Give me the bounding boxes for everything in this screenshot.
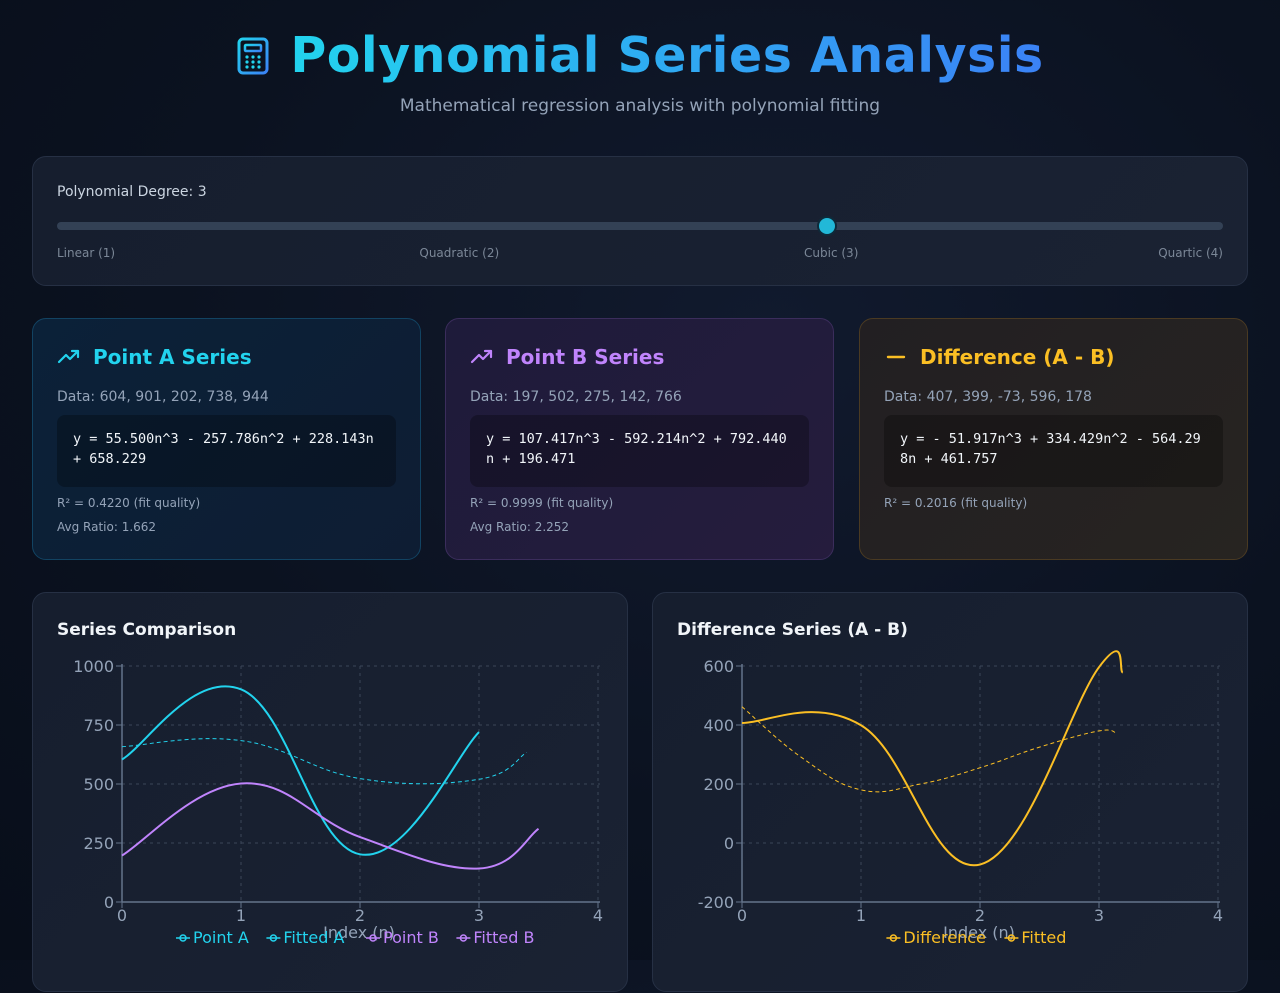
point-b-equation: y = 107.417n^3 - 592.214n^2 + 792.440n +…	[470, 415, 809, 487]
point-b-card: Point B Series Data: 197, 502, 275, 142,…	[445, 318, 834, 560]
x-tick-label: 4	[1213, 906, 1223, 925]
degree-tick-quadratic: Quadratic (2)	[419, 246, 500, 260]
series-line-fitted-b	[121, 782, 539, 870]
series-line-point-b	[121, 782, 540, 870]
title-row: Polynomial Series Analysis	[236, 26, 1043, 86]
difference-header: Difference (A - B)	[884, 345, 1115, 369]
degree-tick-linear: Linear (1)	[57, 246, 116, 260]
point-b-ratio: Avg Ratio: 2.252	[470, 520, 570, 534]
page-subtitle: Mathematical regression analysis with po…	[399, 96, 881, 116]
calculator-icon	[237, 37, 269, 75]
difference-r2: R² = 0.2016 (fit quality)	[884, 496, 1028, 510]
difference-equation: y = - 51.917n^3 + 334.429n^2 - 564.298n …	[884, 415, 1223, 487]
point-a-title: Point A Series	[93, 345, 252, 369]
x-tick-label: 2	[975, 906, 985, 925]
point-a-r2: R² = 0.4220 (fit quality)	[57, 496, 201, 510]
minus-icon	[886, 355, 906, 359]
chart-title: Difference Series (A - B)	[677, 620, 908, 640]
point-b-header: Point B Series	[470, 345, 664, 369]
x-tick-label: 3	[1094, 906, 1104, 925]
legend-marker	[269, 934, 278, 942]
series-line-difference	[741, 650, 1124, 867]
point-b-r2: R² = 0.9999 (fit quality)	[470, 496, 614, 510]
point-a-equation: y = 55.500n^3 - 257.786n^2 + 228.143n + …	[57, 415, 396, 487]
legend-marker	[1007, 934, 1016, 942]
x-tick-label: 4	[593, 906, 603, 925]
y-tick-label: 400	[703, 716, 734, 735]
x-tick-label: 2	[355, 906, 365, 925]
legend-item: Fitted	[1004, 928, 1066, 947]
difference-card: Difference (A - B) Data: 407, 399, -73, …	[859, 318, 1248, 560]
legend-item: Point B	[366, 928, 439, 947]
point-b-title: Point B Series	[506, 345, 665, 369]
series-comparison-panel: Series Comparison 0 1 2 3 4 0 250 500 750 1000 Ind…	[32, 592, 628, 992]
chart-legend: Difference Fitted	[886, 928, 1066, 947]
x-tick-label: 1	[236, 906, 246, 925]
legend-label: Difference	[903, 928, 985, 947]
degree-slider-thumb[interactable]	[818, 218, 835, 234]
legend-item: Fitted A	[266, 928, 345, 947]
x-tick-label: 1	[856, 906, 866, 925]
difference-series-panel: Difference Series (A - B) 0 1 2 3 4 -200 0 200 4…	[652, 592, 1248, 992]
legend-label: Point B	[383, 928, 439, 947]
y-tick-label: 500	[83, 775, 114, 794]
legend-marker	[179, 934, 187, 942]
legend-item: Difference	[886, 928, 986, 947]
degree-label: Polynomial Degree: 3	[57, 184, 207, 200]
point-a-ratio: Avg Ratio: 1.662	[57, 520, 157, 534]
difference-title: Difference (A - B)	[920, 345, 1115, 369]
trending-up-icon	[57, 349, 80, 364]
series-line-fitted	[741, 706, 1117, 793]
degree-slider[interactable]	[57, 218, 1223, 234]
y-tick-label: 750	[83, 716, 114, 735]
degree-tick-quartic: Quartic (4)	[1158, 246, 1223, 260]
series-line-point-a	[121, 685, 480, 856]
legend-marker	[889, 934, 898, 942]
x-tick-label: 0	[737, 906, 747, 925]
series-line-fitted-a	[121, 738, 527, 785]
legend-marker	[369, 934, 377, 942]
legend-label: Point A	[193, 928, 249, 947]
y-tick-label: 0	[724, 834, 734, 853]
degree-panel: Polynomial Degree: 3 Linear (1) Quadrati…	[32, 156, 1248, 286]
point-b-data: Data: 197, 502, 275, 142, 766	[470, 389, 682, 405]
y-tick-label: -200	[698, 893, 734, 912]
trending-up-icon	[470, 349, 493, 364]
legend-label: Fitted A	[283, 928, 344, 947]
point-a-card: Point A Series Data: 604, 901, 202, 738,…	[32, 318, 421, 560]
x-tick-label: 3	[474, 906, 484, 925]
legend-item: Point A	[176, 928, 249, 947]
page-header: Polynomial Series Analysis Mathematical …	[0, 26, 1280, 116]
y-tick-label: 250	[83, 834, 114, 853]
difference-data: Data: 407, 399, -73, 596, 178	[884, 389, 1092, 405]
y-tick-label: 1000	[73, 657, 114, 676]
y-tick-label: 600	[703, 657, 734, 676]
y-tick-label: 200	[703, 775, 734, 794]
y-tick-label: 0	[104, 893, 114, 912]
point-a-header: Point A Series	[57, 345, 252, 369]
legend-item: Fitted B	[456, 928, 534, 947]
point-a-data: Data: 604, 901, 202, 738, 944	[57, 389, 269, 405]
legend-marker	[459, 934, 468, 942]
page-title: Polynomial Series Analysis	[290, 27, 1044, 84]
legend-label: Fitted	[1021, 928, 1066, 947]
chart-title: Series Comparison	[57, 620, 237, 640]
chart-legend: Point A Fitted A Point B Fitted B	[176, 928, 534, 947]
x-tick-label: 0	[117, 906, 127, 925]
legend-label: Fitted B	[473, 928, 534, 947]
degree-tick-cubic: Cubic (3)	[804, 246, 859, 260]
x-axis-label: Index (n)	[943, 923, 1015, 942]
